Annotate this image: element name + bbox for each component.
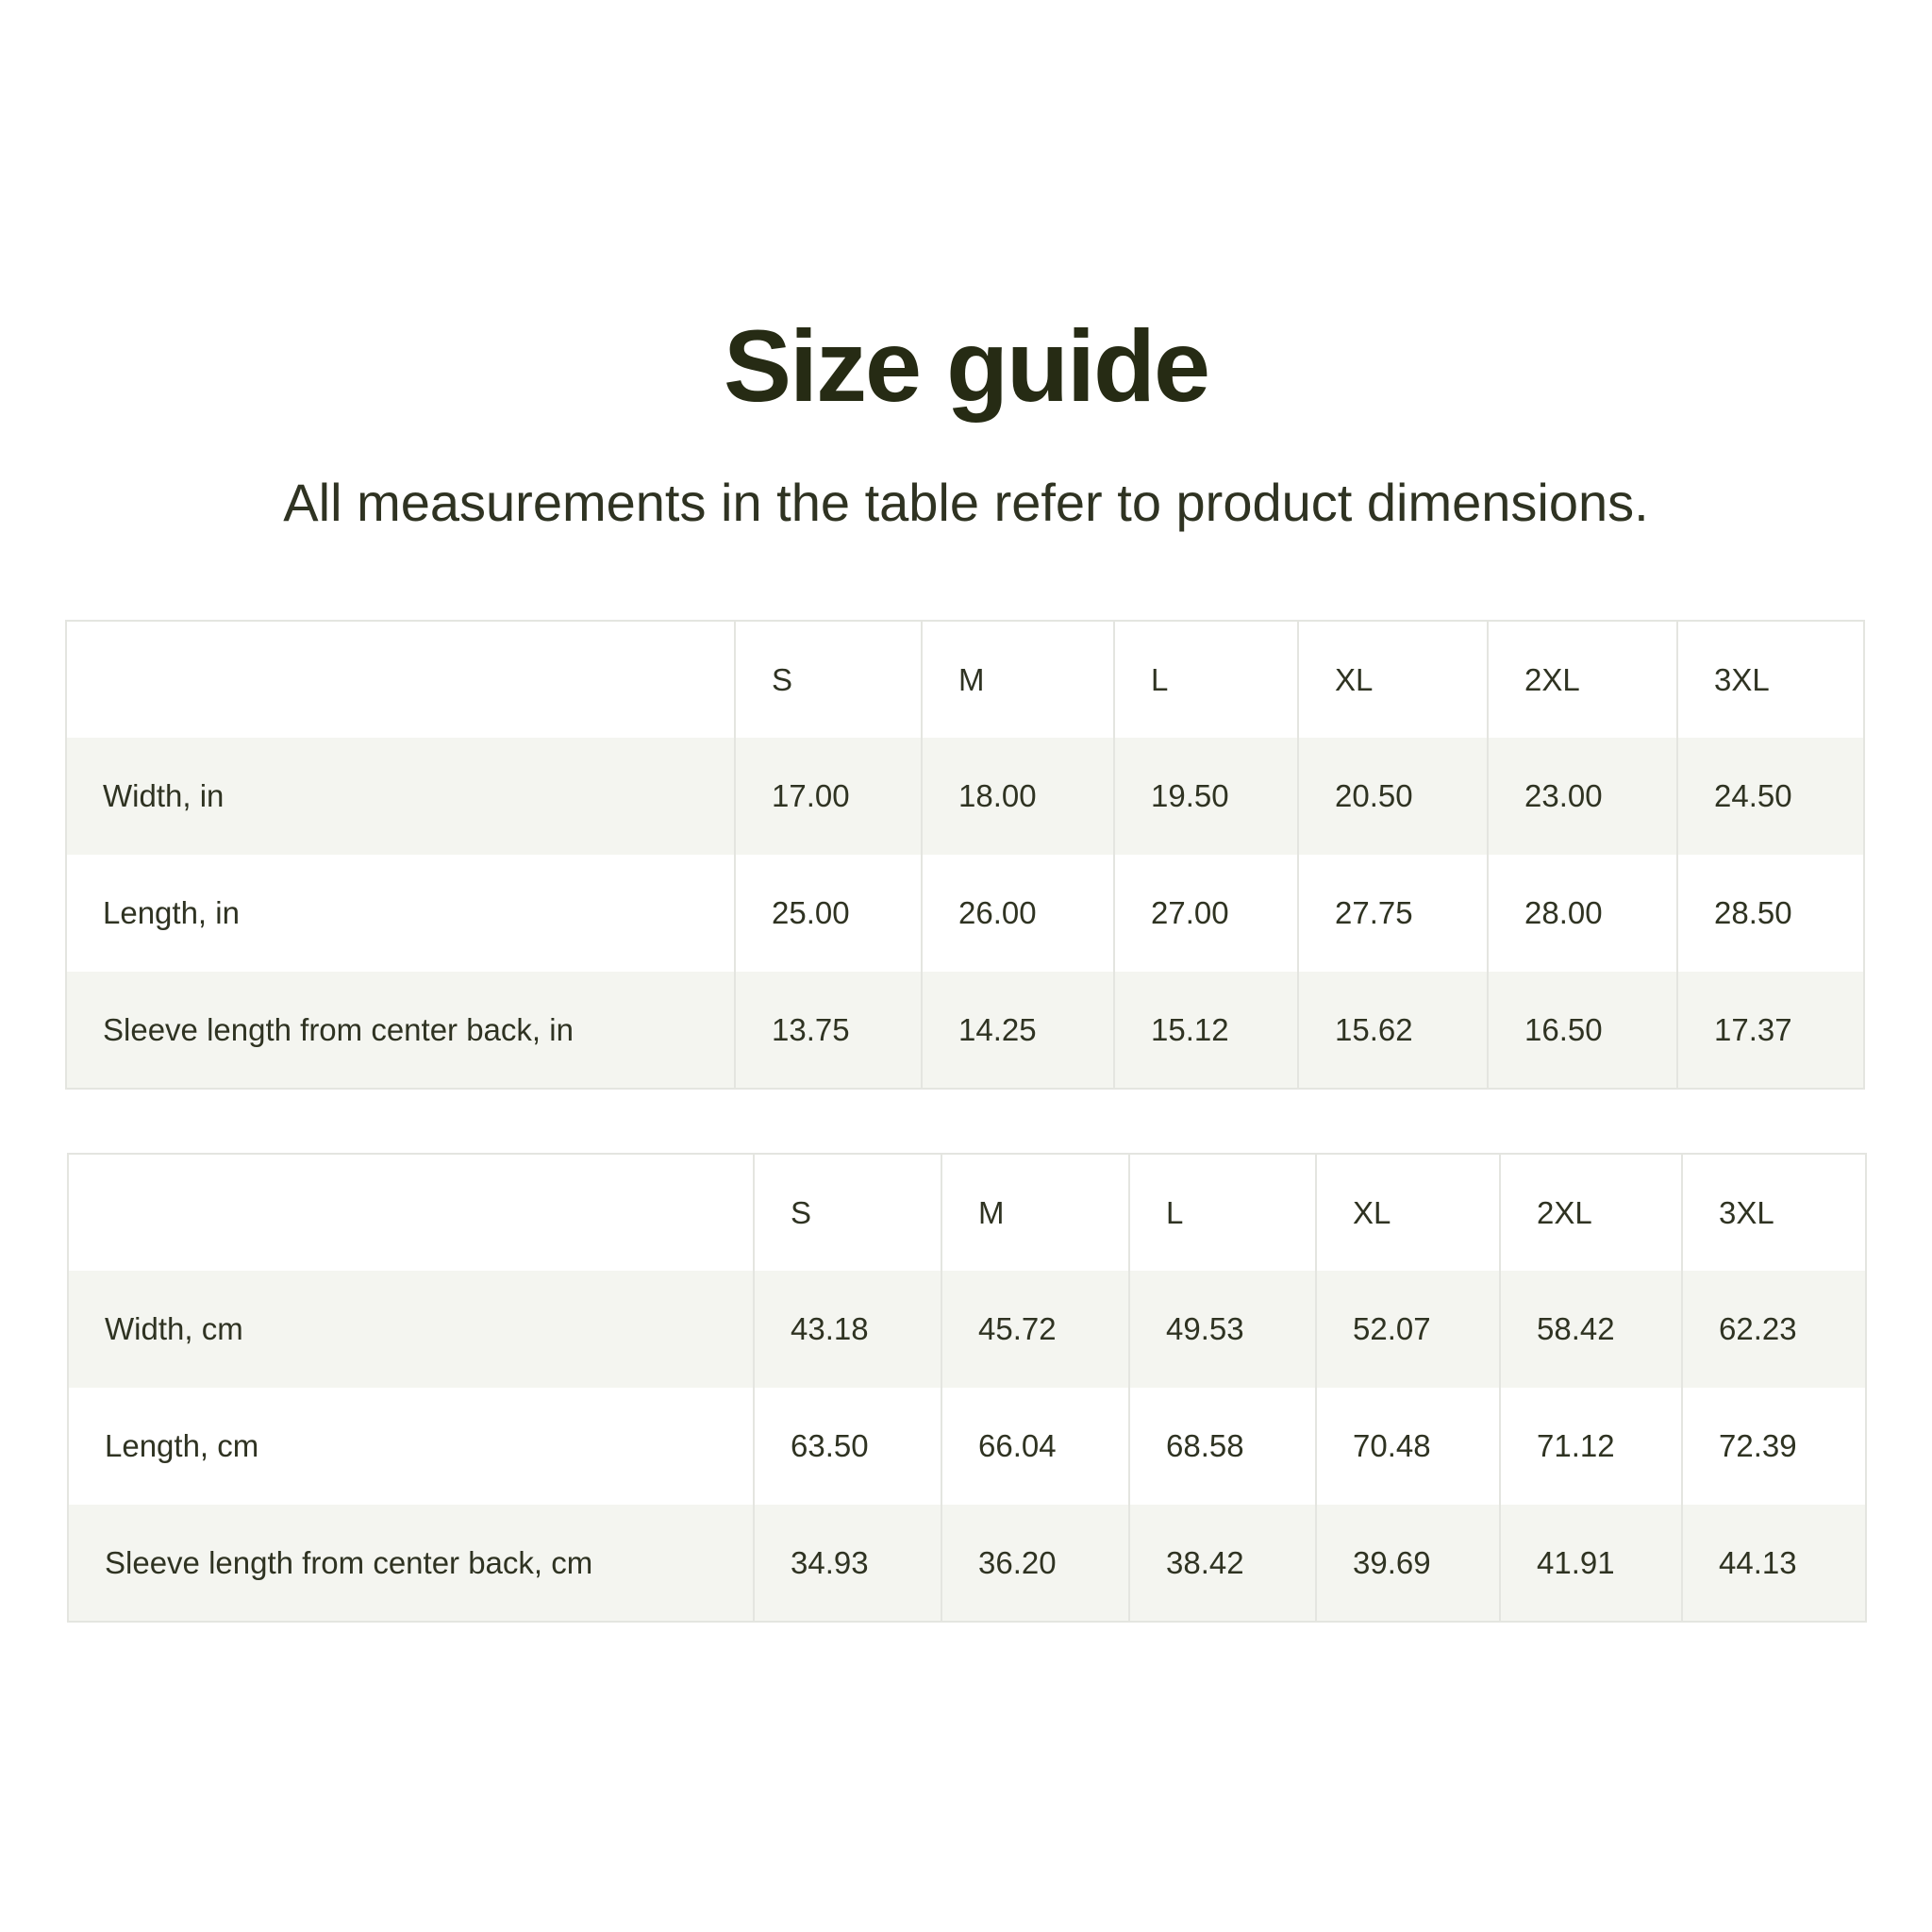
measurement-cell: 15.62 bbox=[1297, 972, 1488, 1089]
measurement-cell: 28.50 bbox=[1676, 855, 1864, 972]
header-cell: L bbox=[1128, 1154, 1316, 1271]
measurement-cell: 66.04 bbox=[941, 1388, 1129, 1505]
table-row: Length, in 25.00 26.00 27.00 27.75 28.00 28.50 bbox=[66, 855, 1864, 972]
measurement-cell: 25.00 bbox=[734, 855, 922, 972]
size-table-cm: S M L XL 2XL 3XL Width, cm 43.18 45.72 49.53 52.07… bbox=[67, 1153, 1867, 1623]
measurement-cell: 36.20 bbox=[941, 1505, 1129, 1622]
page-title: Size guide bbox=[723, 308, 1210, 423]
row-label: Width, in bbox=[66, 738, 735, 855]
table-row: Length, cm 63.50 66.04 68.58 70.48 71.12 72.39 bbox=[68, 1388, 1866, 1505]
row-label: Width, cm bbox=[68, 1271, 754, 1388]
measurement-cell: 17.00 bbox=[734, 738, 922, 855]
measurement-cell: 72.39 bbox=[1681, 1388, 1866, 1505]
row-label: Sleeve length from center back, cm bbox=[68, 1505, 754, 1622]
size-table-inches: S M L XL 2XL 3XL Width, in 17.00 18.00 19.50 20.50… bbox=[65, 620, 1865, 1090]
table-row: Width, cm 43.18 45.72 49.53 52.07 58.42 62.23 bbox=[68, 1271, 1866, 1388]
measurement-cell: 44.13 bbox=[1681, 1505, 1866, 1622]
header-cell bbox=[66, 621, 735, 738]
header-cell: M bbox=[921, 621, 1114, 738]
measurement-cell: 39.69 bbox=[1315, 1505, 1500, 1622]
table-row: Sleeve length from center back, in 13.75 1… bbox=[66, 972, 1864, 1089]
measurement-cell: 71.12 bbox=[1499, 1388, 1682, 1505]
measurement-cell: 27.75 bbox=[1297, 855, 1488, 972]
header-cell bbox=[68, 1154, 754, 1271]
header-cell: XL bbox=[1297, 621, 1488, 738]
header-row: S M L XL 2XL 3XL bbox=[68, 1154, 1866, 1271]
row-label: Sleeve length from center back, in bbox=[66, 972, 735, 1089]
measurement-cell: 45.72 bbox=[941, 1271, 1129, 1388]
measurement-cell: 41.91 bbox=[1499, 1505, 1682, 1622]
header-cell: XL bbox=[1315, 1154, 1500, 1271]
measurement-cell: 16.50 bbox=[1487, 972, 1677, 1089]
measurement-cell: 70.48 bbox=[1315, 1388, 1500, 1505]
header-cell: L bbox=[1113, 621, 1298, 738]
page-subtitle: All measurements in the table refer to p… bbox=[283, 473, 1649, 532]
measurement-cell: 27.00 bbox=[1113, 855, 1298, 972]
measurement-cell: 49.53 bbox=[1128, 1271, 1316, 1388]
measurement-cell: 14.25 bbox=[921, 972, 1114, 1089]
header-cell: 2XL bbox=[1487, 621, 1677, 738]
measurement-cell: 62.23 bbox=[1681, 1271, 1866, 1388]
measurement-cell: 18.00 bbox=[921, 738, 1114, 855]
measurement-cell: 23.00 bbox=[1487, 738, 1677, 855]
table-row: Sleeve length from center back, cm 34.93 3… bbox=[68, 1505, 1866, 1622]
header-cell: 3XL bbox=[1676, 621, 1864, 738]
measurement-cell: 58.42 bbox=[1499, 1271, 1682, 1388]
measurement-cell: 68.58 bbox=[1128, 1388, 1316, 1505]
header-cell: 3XL bbox=[1681, 1154, 1866, 1271]
measurement-cell: 38.42 bbox=[1128, 1505, 1316, 1622]
measurement-cell: 19.50 bbox=[1113, 738, 1298, 855]
measurement-cell: 13.75 bbox=[734, 972, 922, 1089]
header-cell: S bbox=[753, 1154, 941, 1271]
header-cell: 2XL bbox=[1499, 1154, 1682, 1271]
measurement-cell: 52.07 bbox=[1315, 1271, 1500, 1388]
measurement-cell: 28.00 bbox=[1487, 855, 1677, 972]
measurement-cell: 43.18 bbox=[753, 1271, 941, 1388]
header-row: S M L XL 2XL 3XL bbox=[66, 621, 1864, 738]
measurement-cell: 34.93 bbox=[753, 1505, 941, 1622]
measurement-cell: 15.12 bbox=[1113, 972, 1298, 1089]
table-row: Width, in 17.00 18.00 19.50 20.50 23.00 24.50 bbox=[66, 738, 1864, 855]
measurement-cell: 20.50 bbox=[1297, 738, 1488, 855]
measurement-cell: 24.50 bbox=[1676, 738, 1864, 855]
row-label: Length, cm bbox=[105, 1428, 259, 1463]
measurement-cell: 26.00 bbox=[921, 855, 1114, 972]
header-cell: S bbox=[734, 621, 922, 738]
row-label: Length, in bbox=[103, 895, 240, 930]
header-cell: M bbox=[941, 1154, 1129, 1271]
measurement-cell: 17.37 bbox=[1676, 972, 1864, 1089]
measurement-cell: 63.50 bbox=[753, 1388, 941, 1505]
